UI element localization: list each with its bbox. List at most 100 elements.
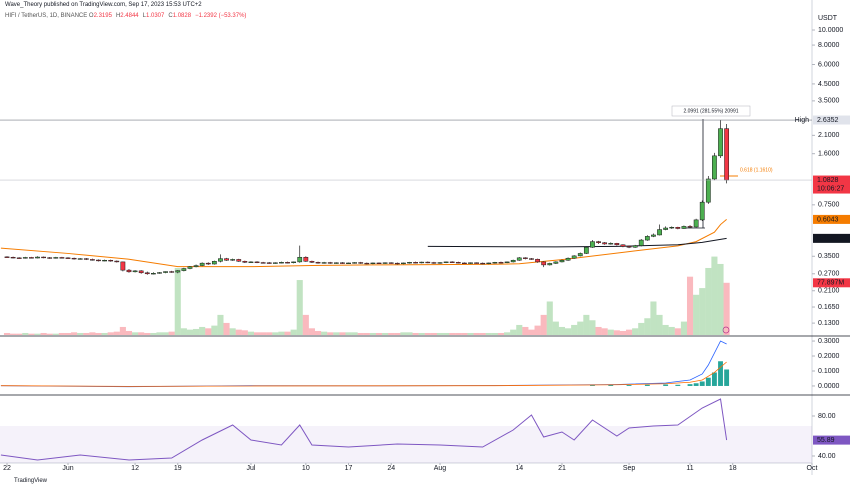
- rsi-line: [0, 398, 728, 461]
- currency: USDT: [818, 15, 838, 22]
- ohlc-key: C: [168, 13, 173, 19]
- x-tick-label: 24: [387, 465, 395, 472]
- volume-bar: [394, 332, 401, 335]
- candle-body: [541, 261, 547, 266]
- candle-body: [114, 260, 120, 263]
- macd-bar: [693, 383, 699, 386]
- volume-bar: [595, 326, 602, 335]
- candle-body: [47, 257, 53, 259]
- candle-body: [413, 262, 418, 264]
- ohlc-key: L: [142, 13, 146, 19]
- y-tick-label: 0.1000: [818, 368, 840, 375]
- volume-bar: [290, 329, 297, 335]
- candle-body: [279, 262, 284, 264]
- candle-body: [705, 178, 711, 203]
- legend: HIFI / TetherUS, 1D, BINANCE O2.3195 H2.4…: [5, 13, 250, 19]
- measure-box: [671, 105, 751, 117]
- volume-bar: [333, 332, 340, 335]
- volume-bar: [528, 329, 535, 335]
- volume-bar: [680, 321, 687, 335]
- macd-line: [0, 340, 727, 388]
- candle-body: [144, 272, 150, 275]
- candle-body: [90, 259, 95, 261]
- candle-body: [638, 239, 644, 246]
- volume-bar: [89, 332, 96, 335]
- volume-bar: [705, 267, 712, 335]
- macd-bar: [724, 369, 730, 386]
- volume-bar: [656, 314, 663, 335]
- volume-bar: [406, 332, 413, 335]
- candle-body: [242, 261, 248, 263]
- candle-body: [285, 262, 290, 264]
- volume-bar: [144, 332, 151, 335]
- candle-body: [492, 262, 498, 264]
- volume-bar: [504, 332, 511, 335]
- candle-body: [510, 259, 516, 263]
- candle-body: [126, 269, 132, 273]
- candle-body: [614, 243, 620, 246]
- candle-body: [102, 259, 107, 262]
- rsi-label: 55.89: [817, 437, 835, 444]
- volume-bar: [717, 263, 724, 335]
- candle-body: [157, 272, 162, 274]
- volume-bar: [668, 326, 675, 335]
- volume-bar: [205, 328, 212, 335]
- volume-bar: [83, 332, 90, 335]
- candle-body: [431, 262, 437, 264]
- x-tick-label: 17: [345, 465, 353, 472]
- volume-bar: [321, 331, 328, 335]
- candle-body: [346, 262, 351, 265]
- candle-body: [59, 257, 65, 259]
- volume-bar: [662, 324, 669, 335]
- candle-body: [132, 270, 138, 273]
- macd-bar: [663, 384, 669, 386]
- volume-bar: [3, 332, 11, 335]
- x-tick-label: Aug: [434, 465, 447, 472]
- volume-bar: [473, 332, 480, 335]
- candle-body: [370, 262, 376, 265]
- candle-body: [498, 262, 504, 264]
- y-tick-label: 40.00: [818, 453, 836, 460]
- volume-bar: [455, 332, 462, 335]
- candle-body: [260, 262, 266, 264]
- volume-bar: [400, 332, 407, 335]
- candle-body: [559, 259, 565, 263]
- macd-bar: [675, 384, 681, 386]
- volume-bar: [650, 301, 657, 335]
- volume-bar: [686, 276, 694, 335]
- candle-body: [236, 259, 242, 262]
- candle-body: [352, 262, 358, 264]
- candle-body: [266, 262, 272, 264]
- candle-body: [571, 255, 577, 259]
- candle-body: [602, 242, 608, 245]
- volume-bar: [284, 331, 291, 335]
- volume-bar: [558, 326, 566, 335]
- candle-body: [376, 262, 382, 265]
- candle-body: [205, 262, 211, 265]
- ohlc-value: 1.0828: [172, 13, 192, 19]
- volume-bar: [479, 332, 486, 335]
- candle-body: [425, 261, 431, 264]
- candle-body: [468, 262, 473, 264]
- candle-body: [577, 253, 583, 257]
- candle-body: [522, 257, 528, 259]
- candle-body: [175, 270, 181, 273]
- event-icon[interactable]: [722, 326, 730, 334]
- volume-bar: [162, 332, 169, 335]
- volume-bar: [625, 329, 633, 335]
- volume-bar: [52, 333, 59, 335]
- volume-bar: [449, 332, 456, 335]
- x-tick-label: 22: [3, 465, 11, 472]
- candle-body: [553, 261, 559, 264]
- volume-bar: [430, 332, 437, 335]
- volume-bar: [168, 331, 175, 335]
- candle-body: [724, 128, 730, 181]
- volume-bar: [77, 332, 84, 335]
- volume-bar: [156, 332, 163, 335]
- y-tick-label: 0.0000: [818, 383, 840, 390]
- candle-body: [291, 261, 297, 263]
- y-tick-label: 0.1650: [818, 304, 840, 311]
- candle-body: [169, 271, 175, 273]
- candle-body: [333, 262, 339, 264]
